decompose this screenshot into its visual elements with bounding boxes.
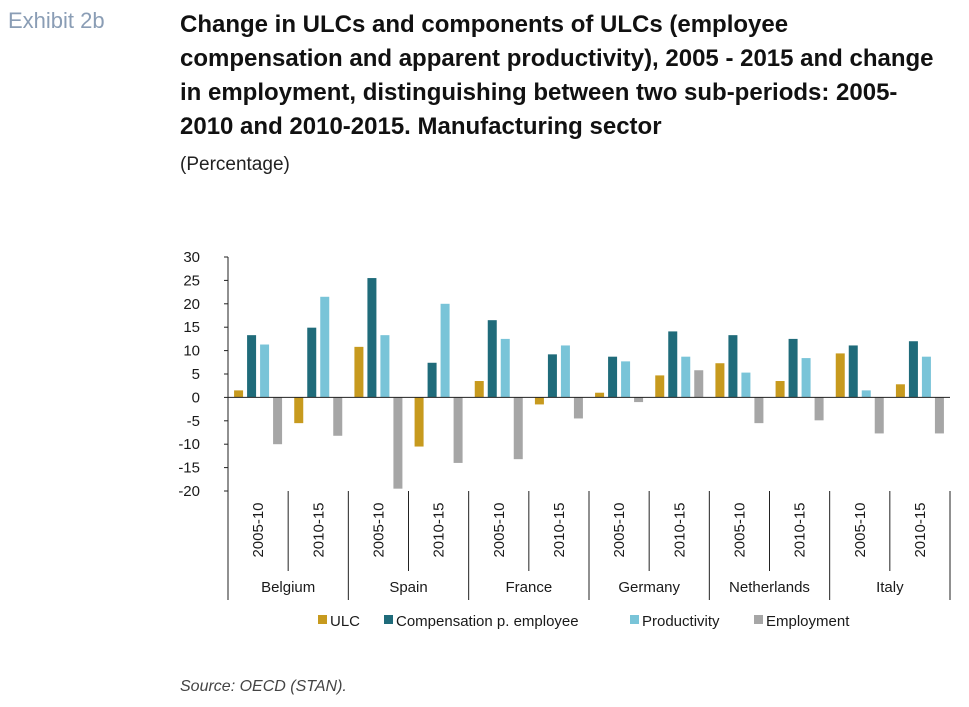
country-tick-label: Spain xyxy=(389,579,427,596)
bar-employment xyxy=(333,397,343,436)
period-tick-label: 2005-10 xyxy=(611,502,628,557)
bar-employment xyxy=(934,397,944,434)
country-tick-label: Germany xyxy=(618,579,680,596)
period-tick-label: 2005-10 xyxy=(852,502,869,557)
bar-productivity xyxy=(320,296,330,398)
bar-compensation-p-employee xyxy=(728,335,738,398)
bar-compensation-p-employee xyxy=(848,345,858,398)
y-tick-label: 30 xyxy=(183,249,200,266)
bar-productivity xyxy=(560,345,570,398)
bar-ulc xyxy=(595,392,605,398)
bar-compensation-p-employee xyxy=(788,338,798,398)
bar-employment xyxy=(273,397,283,445)
period-tick-label: 2010-15 xyxy=(431,502,448,557)
y-tick-label: -10 xyxy=(178,436,200,453)
bar-employment xyxy=(393,397,403,489)
bar-ulc xyxy=(414,397,424,447)
bar-compensation-p-employee xyxy=(608,356,618,398)
bar-compensation-p-employee xyxy=(367,278,377,398)
bar-productivity xyxy=(921,356,931,398)
bar-ulc xyxy=(294,397,304,424)
bar-employment xyxy=(814,397,824,421)
y-tick-label: 20 xyxy=(183,296,200,313)
period-tick-label: 2010-15 xyxy=(671,502,688,557)
exhibit-label: Exhibit 2b xyxy=(8,8,105,33)
bar-employment xyxy=(754,397,764,424)
period-tick-label: 2010-15 xyxy=(792,502,809,557)
bar-ulc xyxy=(775,381,785,398)
bar-compensation-p-employee xyxy=(487,320,497,398)
bar-chart: 30 25 20 15 10 5 0 -5 -10 -15 -20 2005-10 2010-15 200… xyxy=(178,249,951,630)
bar-compensation-p-employee xyxy=(668,331,678,398)
bar-productivity xyxy=(741,372,751,398)
bar-employment xyxy=(634,397,644,403)
country-tick-label: Netherlands xyxy=(729,579,810,596)
country-tick-label: Italy xyxy=(876,579,904,596)
chart-subtitle: (Percentage) xyxy=(180,154,290,175)
bar-ulc xyxy=(354,346,364,398)
y-tick-label: 25 xyxy=(183,272,200,289)
period-tick-label: 2005-10 xyxy=(731,502,748,557)
bar-productivity xyxy=(380,335,390,398)
period-tick-label: 2005-10 xyxy=(491,502,508,557)
chart-title: Change in ULCs and components of ULCs (e… xyxy=(180,11,934,140)
source-note: Source: OECD (STAN). xyxy=(180,678,347,695)
bar-ulc xyxy=(234,390,244,398)
bar-productivity xyxy=(801,358,811,398)
bar-productivity xyxy=(260,344,270,398)
legend-label: Employment xyxy=(766,613,850,630)
bar-productivity xyxy=(440,303,450,398)
bar-compensation-p-employee xyxy=(908,341,918,398)
bar-employment xyxy=(874,397,884,434)
period-tick-label: 2010-15 xyxy=(310,502,327,557)
bar-employment xyxy=(453,397,463,463)
bar-productivity xyxy=(681,356,691,398)
bar-ulc xyxy=(895,384,905,398)
bar-ulc xyxy=(474,381,484,398)
bar-ulc xyxy=(655,375,665,398)
legend-label: ULC xyxy=(330,613,360,630)
bar-employment xyxy=(513,397,523,460)
bar-employment xyxy=(694,370,704,398)
legend-swatch xyxy=(384,615,393,624)
y-tick-label: -5 xyxy=(187,413,200,430)
bar-ulc xyxy=(715,363,725,398)
y-tick-label: 0 xyxy=(192,389,200,406)
y-tick-label: 15 xyxy=(183,319,200,336)
period-tick-label: 2010-15 xyxy=(912,502,929,557)
legend-label: Productivity xyxy=(642,613,720,630)
y-tick-label: -20 xyxy=(178,483,200,500)
bar-compensation-p-employee xyxy=(427,362,437,398)
legend-swatch xyxy=(318,615,327,624)
bar-productivity xyxy=(861,390,871,398)
legend-swatch xyxy=(630,615,639,624)
bar-compensation-p-employee xyxy=(307,327,317,398)
period-tick-label: 2010-15 xyxy=(551,502,568,557)
y-tick-label: 10 xyxy=(183,343,200,360)
bar-employment xyxy=(573,397,583,419)
y-tick-label: -15 xyxy=(178,460,200,477)
period-tick-label: 2005-10 xyxy=(250,502,267,557)
bar-ulc xyxy=(534,397,544,405)
y-tick-label: 5 xyxy=(192,366,200,383)
period-tick-label: 2005-10 xyxy=(370,502,387,557)
bar-productivity xyxy=(621,361,631,398)
legend-swatch xyxy=(754,615,763,624)
bar-compensation-p-employee xyxy=(247,335,257,398)
bar-ulc xyxy=(835,353,845,398)
country-tick-label: Belgium xyxy=(261,579,315,596)
legend-label: Compensation p. employee xyxy=(396,613,579,630)
country-tick-label: France xyxy=(505,579,552,596)
bar-compensation-p-employee xyxy=(547,354,557,398)
bar-productivity xyxy=(500,338,510,398)
